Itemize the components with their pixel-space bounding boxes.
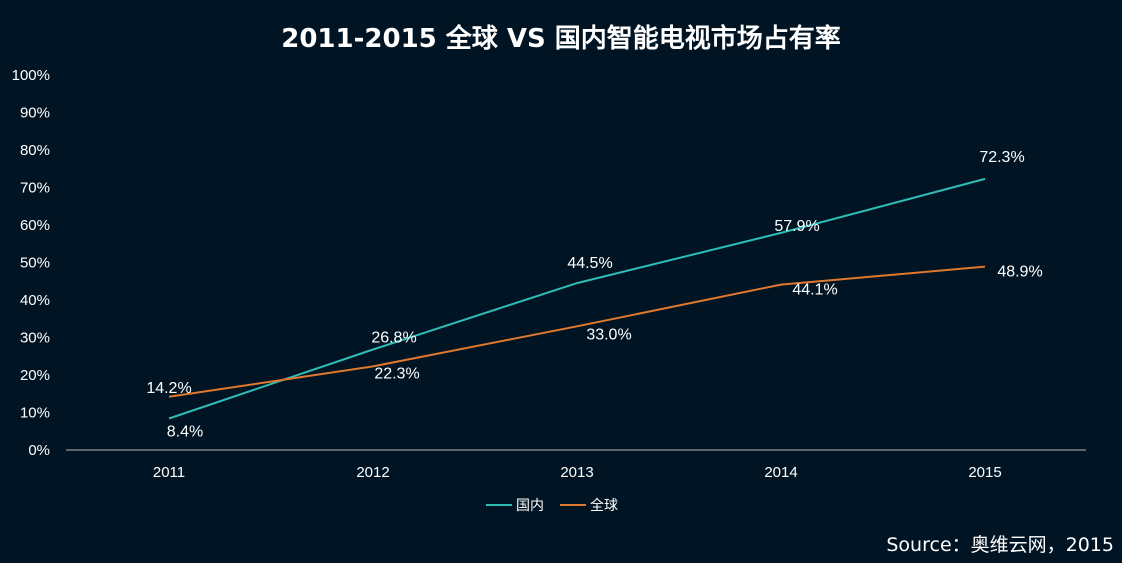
data-labels: 8.4% 26.8% 44.5% 57.9% 72.3% 14.2% 22.3% 33.0% 4… [146,149,1042,441]
y-tick-label: 0% [28,442,50,459]
series-lines [168,177,986,420]
series-line-global [168,265,986,398]
x-tick-label: 2012 [356,464,389,481]
series-line-domestic [168,177,986,420]
y-tick-label: 60% [20,217,50,234]
data-label: 72.3% [979,149,1024,166]
data-label: 26.8% [371,330,416,347]
y-tick-label: 80% [20,142,50,159]
y-tick-label: 20% [20,367,50,384]
data-label: 8.4% [167,424,203,441]
data-label: 14.2% [146,380,191,397]
legend: 国内 全球 [486,497,618,514]
x-tick-label: 2013 [560,464,593,481]
chart-title: 2011-2015 全球 VS 国内智能电视市场占有率 [281,24,841,54]
x-axis-labels: 2011 2012 2013 2014 2015 [153,464,1002,481]
y-tick-label: 50% [20,255,50,272]
data-label: 48.9% [997,264,1042,281]
y-tick-label: 40% [20,292,50,309]
y-axis-labels: 0% 10% 20% 30% 40% 50% 60% 70% 80% 90% 100% [12,67,50,459]
source-note: Source：奥维云网，2015 [886,534,1114,556]
data-label: 44.1% [792,282,837,299]
y-tick-label: 30% [20,330,50,347]
data-label: 33.0% [586,326,631,343]
legend-label: 国内 [516,498,544,514]
y-tick-label: 100% [12,67,50,84]
y-tick-label: 70% [20,180,50,197]
data-label: 22.3% [374,365,419,382]
data-label: 44.5% [567,255,612,272]
y-tick-label: 90% [20,105,50,122]
legend-label: 全球 [590,497,618,514]
x-tick-label: 2011 [153,464,185,481]
data-label: 57.9% [774,218,819,235]
x-tick-label: 2015 [968,464,1001,481]
y-tick-label: 10% [20,405,50,422]
x-tick-label: 2014 [764,464,797,481]
